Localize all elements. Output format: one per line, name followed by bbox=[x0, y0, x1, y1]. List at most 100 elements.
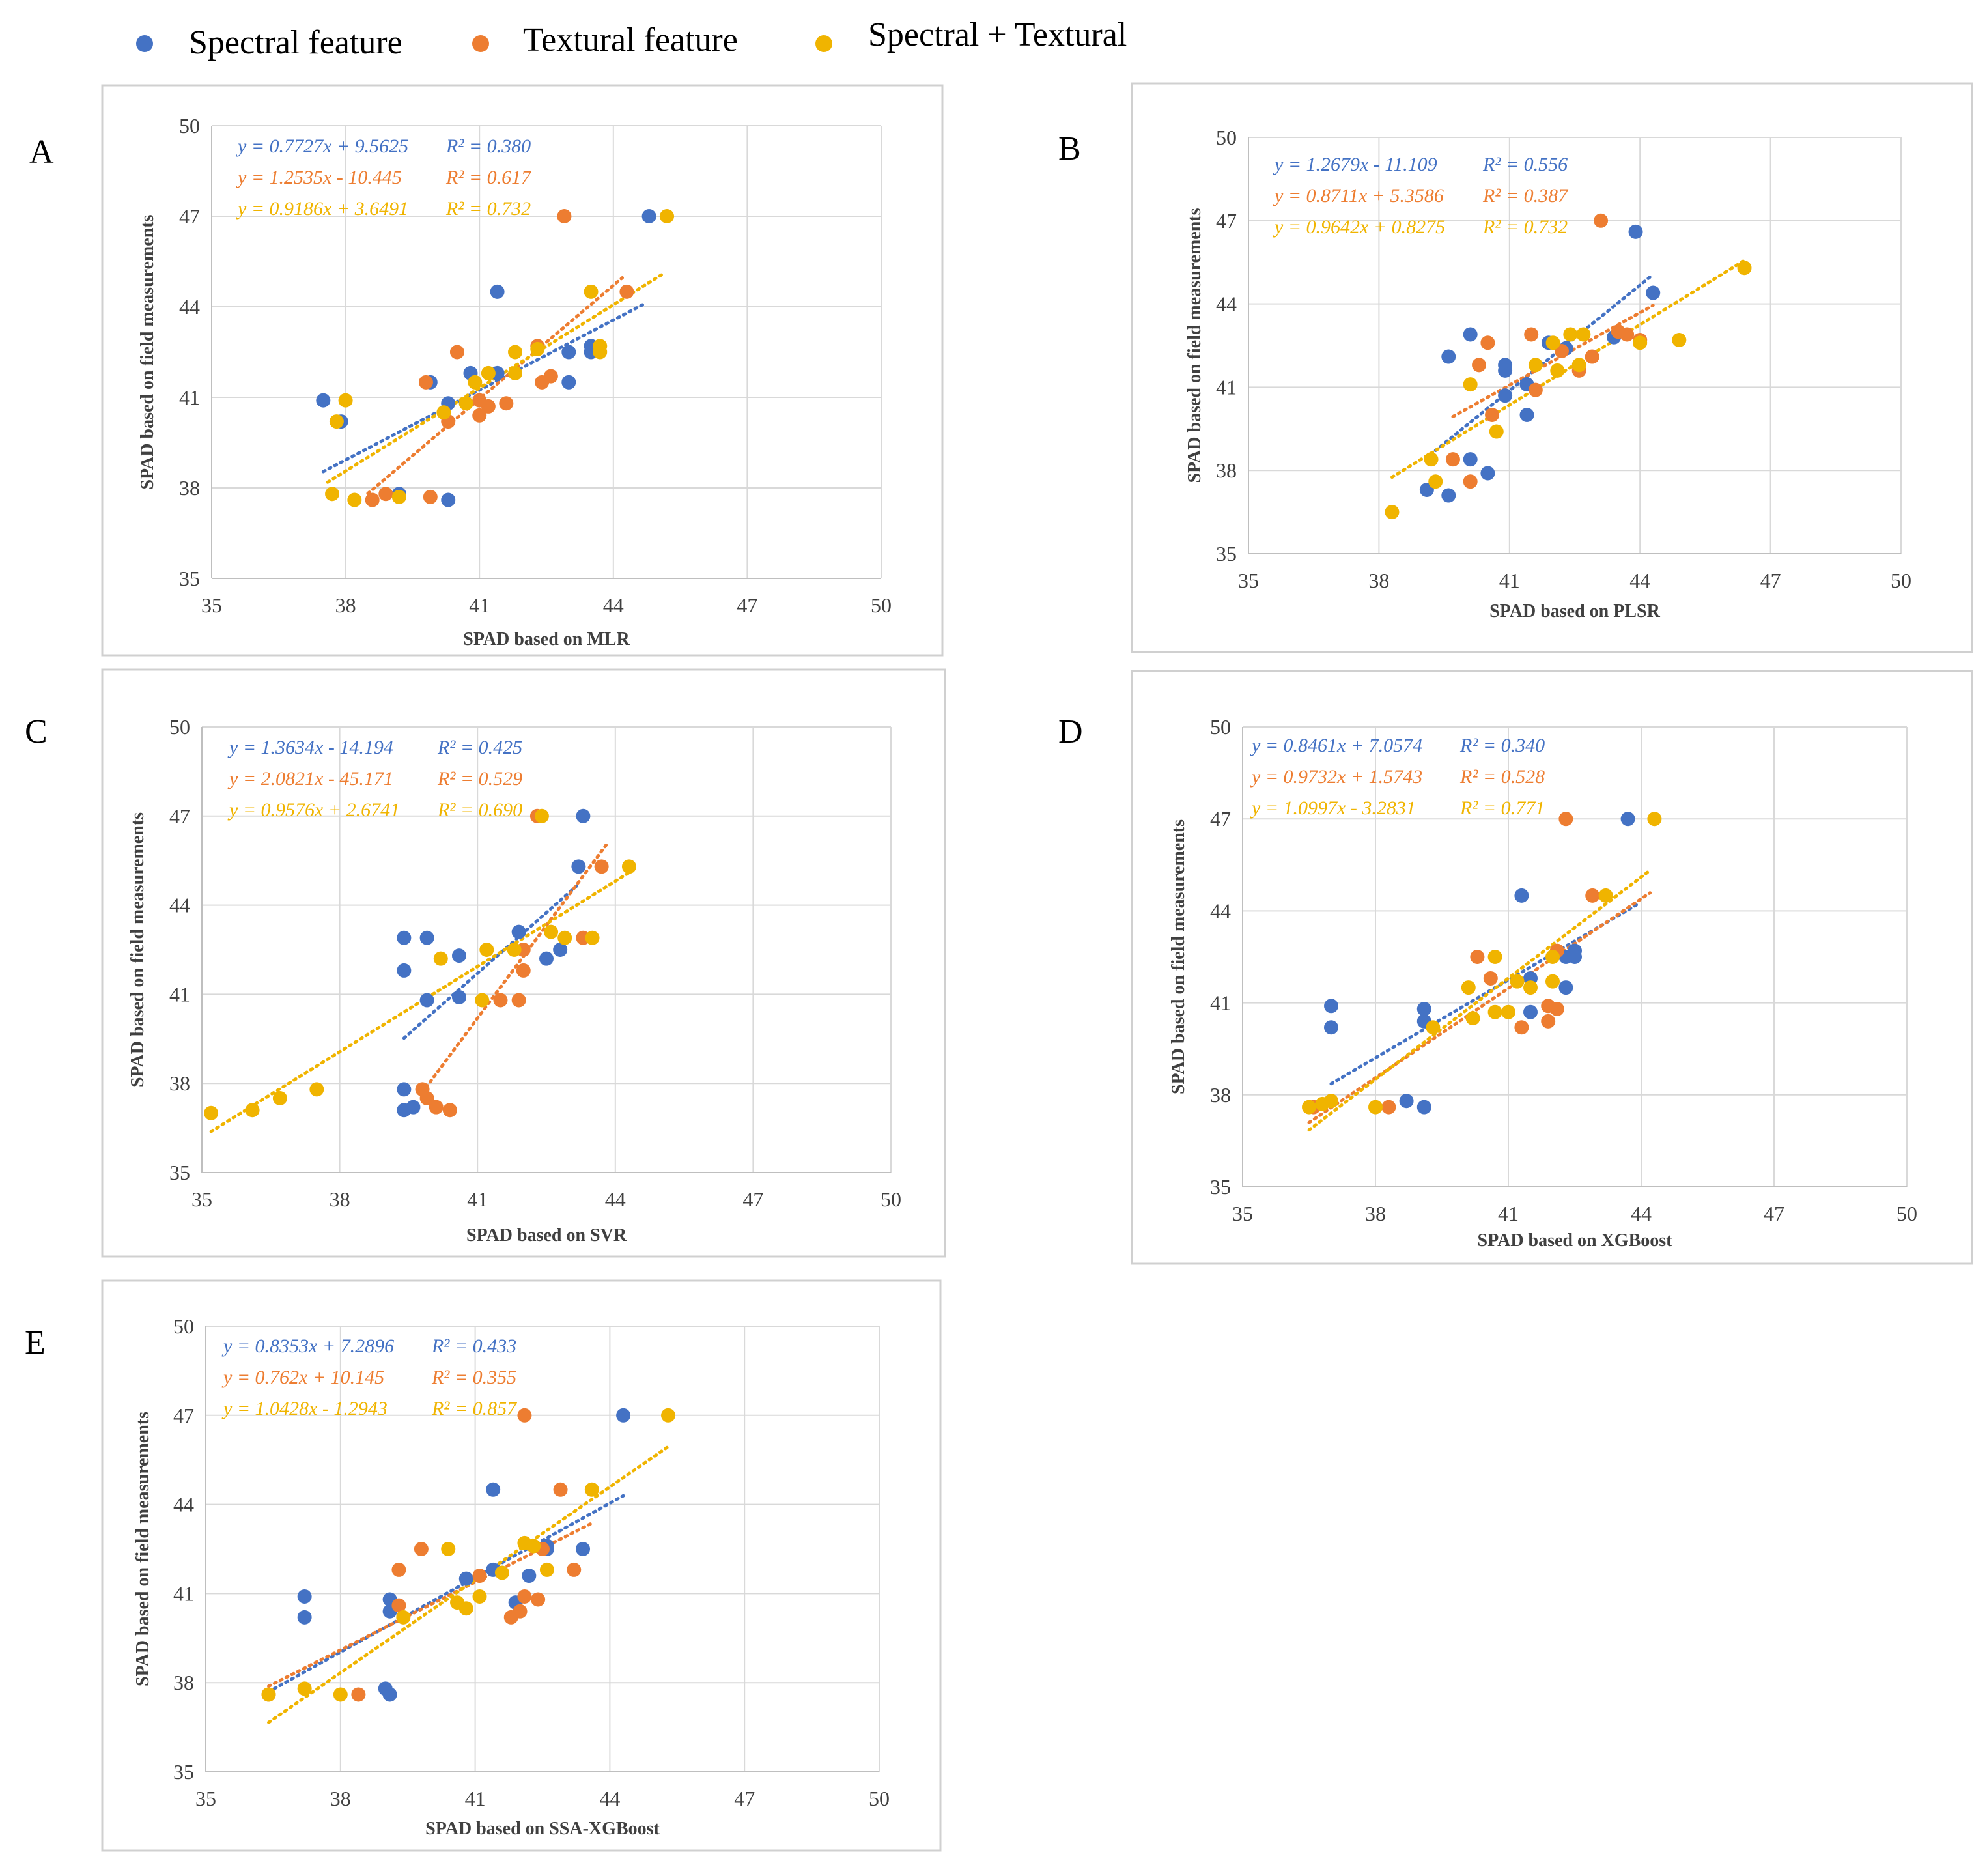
data-point-textural bbox=[619, 284, 634, 299]
x-tick-label: 50 bbox=[869, 1787, 890, 1810]
panel-label: C bbox=[25, 713, 48, 750]
data-point-textural bbox=[1594, 213, 1609, 228]
x-tick-label: 47 bbox=[742, 1187, 763, 1211]
data-point-textural bbox=[1470, 950, 1485, 964]
data-point-combined bbox=[1324, 1094, 1338, 1109]
r-squared-textural: R² = 0.528 bbox=[1459, 766, 1545, 788]
panel-frame bbox=[101, 668, 946, 1258]
data-point-combined bbox=[468, 375, 483, 390]
data-point-spectral bbox=[1523, 1004, 1538, 1019]
data-point-spectral bbox=[451, 948, 466, 963]
data-point-spectral bbox=[1514, 888, 1529, 903]
y-tick-label: 41 bbox=[179, 386, 200, 409]
data-point-textural bbox=[1463, 474, 1478, 489]
data-point-spectral bbox=[1324, 999, 1338, 1014]
r-squared-textural: R² = 0.617 bbox=[445, 167, 532, 188]
r-squared-spectral: R² = 0.425 bbox=[437, 737, 522, 758]
data-point-combined bbox=[333, 1687, 348, 1702]
data-point-spectral bbox=[1480, 466, 1495, 481]
data-point-spectral bbox=[490, 284, 505, 299]
data-point-textural bbox=[1472, 358, 1487, 373]
panel-frame bbox=[1131, 670, 1973, 1265]
r-squared-textural: R² = 0.529 bbox=[437, 768, 522, 789]
data-point-combined bbox=[584, 284, 599, 299]
data-point-textural bbox=[511, 993, 526, 1008]
y-axis-label: SPAD based on field measurements bbox=[1168, 819, 1189, 1094]
data-point-combined bbox=[245, 1103, 260, 1118]
y-tick-label: 44 bbox=[169, 894, 190, 917]
data-point-spectral bbox=[1498, 388, 1513, 403]
data-point-combined bbox=[472, 1589, 487, 1604]
legend-item-combined: Spectral + Textural bbox=[815, 16, 1127, 53]
y-tick-label: 41 bbox=[173, 1582, 194, 1605]
data-point-combined bbox=[1545, 974, 1560, 989]
data-point-textural bbox=[419, 1091, 434, 1105]
x-tick-label: 41 bbox=[1499, 569, 1520, 592]
x-tick-label: 38 bbox=[1368, 569, 1389, 592]
data-point-combined bbox=[593, 345, 608, 360]
data-point-combined bbox=[481, 365, 496, 380]
data-point-combined bbox=[1501, 1004, 1515, 1019]
data-point-textural bbox=[499, 396, 514, 411]
data-point-combined bbox=[1424, 452, 1439, 467]
data-point-spectral bbox=[406, 1100, 421, 1115]
x-tick-label: 47 bbox=[737, 593, 757, 617]
r-squared-spectral: R² = 0.340 bbox=[1459, 735, 1545, 756]
data-point-textural bbox=[472, 408, 487, 423]
x-axis-label: SPAD based on PLSR bbox=[1489, 601, 1660, 621]
data-point-spectral bbox=[441, 492, 456, 507]
data-point-textural bbox=[378, 487, 393, 502]
trendline-textural bbox=[366, 276, 625, 496]
data-point-textural bbox=[531, 1592, 546, 1607]
equation-textural: y = 0.9732x + 1.5743 bbox=[1250, 766, 1422, 788]
trendline-spectral bbox=[267, 1494, 625, 1694]
equation-spectral: y = 1.2679x - 11.109 bbox=[1273, 154, 1437, 175]
data-point-spectral bbox=[382, 1687, 397, 1702]
data-point-spectral bbox=[419, 993, 434, 1008]
data-point-combined bbox=[1465, 1011, 1480, 1026]
equation-combined: y = 0.9186x + 3.6491 bbox=[236, 198, 408, 220]
data-point-spectral bbox=[511, 924, 526, 939]
panel-label: D bbox=[1058, 713, 1083, 750]
equation-textural: y = 0.8711x + 5.3586 bbox=[1273, 185, 1444, 206]
x-tick-label: 47 bbox=[734, 1787, 755, 1810]
panel-label: B bbox=[1058, 130, 1081, 167]
y-tick-label: 41 bbox=[1210, 991, 1231, 1015]
data-point-textural bbox=[1541, 1014, 1556, 1029]
data-point-combined bbox=[309, 1082, 324, 1097]
data-point-spectral bbox=[561, 375, 576, 390]
data-point-combined bbox=[204, 1105, 219, 1120]
data-point-textural bbox=[414, 1542, 429, 1556]
data-point-spectral bbox=[1646, 285, 1661, 300]
y-axis-label: SPAD based on field measurements bbox=[137, 214, 158, 489]
data-point-combined bbox=[1563, 327, 1578, 342]
data-point-textural bbox=[1585, 349, 1599, 364]
x-tick-label: 44 bbox=[1631, 1202, 1652, 1225]
panel-frame bbox=[101, 1279, 942, 1852]
data-point-textural bbox=[1480, 335, 1495, 350]
y-tick-label: 41 bbox=[1216, 375, 1237, 399]
r-squared-combined: R² = 0.857 bbox=[431, 1398, 518, 1419]
panel-frame bbox=[101, 84, 944, 657]
data-point-spectral bbox=[1416, 1002, 1431, 1017]
data-point-spectral bbox=[576, 808, 591, 823]
trendline-combined bbox=[1390, 259, 1747, 479]
data-point-combined bbox=[338, 393, 353, 408]
y-axis-label: SPAD based on field measurements bbox=[128, 812, 148, 1087]
data-point-combined bbox=[272, 1091, 287, 1105]
equation-combined: y = 0.9576x + 2.6741 bbox=[227, 799, 400, 821]
data-point-combined bbox=[660, 209, 675, 223]
data-point-combined bbox=[458, 396, 473, 411]
data-point-spectral bbox=[1463, 452, 1478, 467]
equation-combined: y = 1.0428x - 1.2943 bbox=[221, 1398, 388, 1419]
x-tick-label: 50 bbox=[1896, 1202, 1917, 1225]
y-tick-label: 50 bbox=[173, 1315, 194, 1338]
legend-marker-spectral bbox=[136, 35, 153, 52]
data-point-spectral bbox=[1441, 488, 1456, 503]
data-point-textural bbox=[517, 1589, 532, 1604]
data-point-textural bbox=[442, 1103, 457, 1118]
data-point-combined bbox=[534, 808, 549, 823]
